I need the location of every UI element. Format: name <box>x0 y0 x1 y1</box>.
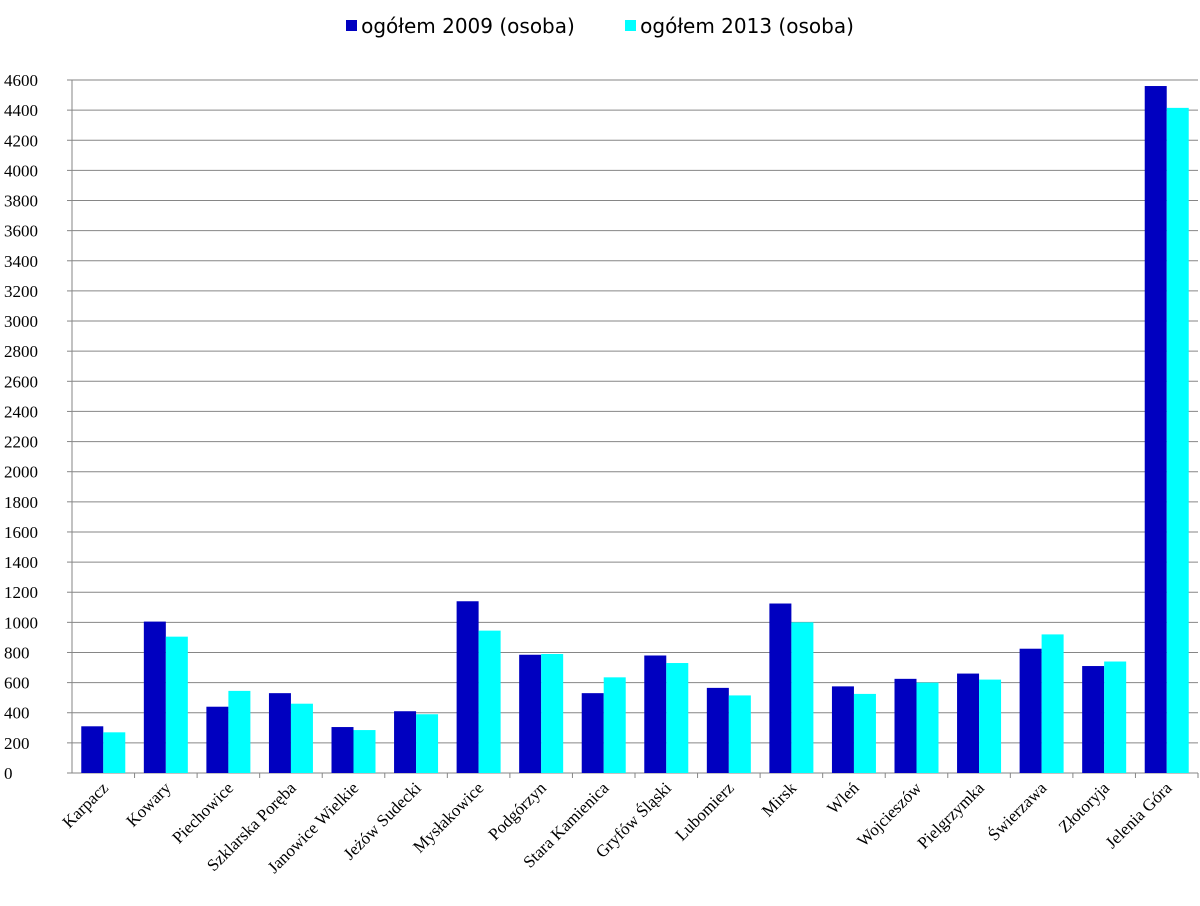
x-tick-label: Wleń <box>823 778 863 818</box>
y-tick-label: 200 <box>4 734 30 753</box>
y-tick-label: 4600 <box>4 71 38 90</box>
y-tick-label: 0 <box>4 764 13 783</box>
bar <box>581 693 604 773</box>
bar <box>353 730 376 773</box>
y-tick-label: 4000 <box>4 161 38 180</box>
y-tick-label: 3000 <box>4 312 38 331</box>
bar <box>331 727 354 773</box>
bar <box>853 693 876 773</box>
legend-label-2013: ogółem 2013 (osoba) <box>640 14 854 38</box>
y-tick-label: 400 <box>4 704 30 723</box>
bar <box>769 603 792 773</box>
y-tick-label: 4400 <box>4 101 38 120</box>
y-tick-label: 3400 <box>4 252 38 271</box>
legend-swatch-2013 <box>625 20 637 31</box>
bar <box>1104 661 1127 773</box>
x-tick-label: Jelenia Góra <box>1102 778 1176 852</box>
x-tick-label: Mirsk <box>758 778 801 821</box>
bar <box>103 732 126 773</box>
y-tick-label: 1400 <box>4 553 38 572</box>
y-tick-label: 1800 <box>4 493 38 512</box>
y-tick-label: 1200 <box>4 583 38 602</box>
bar <box>706 687 729 773</box>
bar <box>728 695 751 773</box>
x-tick-label: Pielgrzymka <box>914 778 989 853</box>
bar <box>1166 107 1189 773</box>
bar <box>644 655 667 773</box>
bar <box>394 711 417 773</box>
y-tick-label: 3800 <box>4 192 38 211</box>
bar <box>519 654 542 773</box>
x-tick-label: Kowary <box>123 778 176 831</box>
x-tick-label: Lubomierz <box>671 778 737 844</box>
bar <box>416 714 439 773</box>
bar <box>541 653 564 773</box>
legend-item-2013: ogółem 2013 (osoba) <box>625 14 854 38</box>
y-tick-label: 2600 <box>4 372 38 391</box>
y-tick-label: 3600 <box>4 222 38 241</box>
bar <box>143 621 166 773</box>
x-tick-label: Złotoryja <box>1055 778 1113 836</box>
y-tick-label: 1600 <box>4 523 38 542</box>
bar <box>456 601 479 773</box>
bar <box>831 686 854 773</box>
y-tick-label: 2400 <box>4 402 38 421</box>
y-tick-label: 2000 <box>4 463 38 482</box>
bar <box>894 678 917 773</box>
bar <box>916 682 939 773</box>
y-tick-label: 800 <box>4 643 30 662</box>
legend-swatch-2009 <box>346 20 358 31</box>
y-tick-label: 1000 <box>4 613 38 632</box>
bar <box>979 679 1002 773</box>
legend-item-2009: ogółem 2009 (osoba) <box>346 14 575 38</box>
bar <box>791 622 814 773</box>
bar <box>478 630 501 773</box>
bar <box>666 663 689 773</box>
legend-label-2009: ogółem 2009 (osoba) <box>361 14 575 38</box>
bar <box>957 673 980 773</box>
bar <box>165 636 188 773</box>
y-tick-label: 600 <box>4 674 30 693</box>
legend: ogółem 2009 (osoba) ogółem 2013 (osoba) <box>0 14 1200 38</box>
bar <box>228 690 251 773</box>
bar <box>1041 634 1064 773</box>
x-tick-label: Świerzawa <box>984 778 1050 844</box>
bar <box>1082 666 1105 773</box>
bar <box>1019 648 1042 773</box>
y-tick-label: 3200 <box>4 282 38 301</box>
bar <box>206 706 229 773</box>
y-tick-label: 4200 <box>4 131 38 150</box>
bar <box>290 703 313 773</box>
x-tick-label: Karpacz <box>59 778 113 832</box>
bar <box>1144 86 1167 774</box>
bar <box>603 677 626 773</box>
y-tick-label: 2200 <box>4 433 38 452</box>
x-tick-label: Podgórzyn <box>484 778 550 844</box>
bar <box>268 693 291 773</box>
y-tick-label: 2800 <box>4 342 38 361</box>
bar <box>81 726 104 773</box>
